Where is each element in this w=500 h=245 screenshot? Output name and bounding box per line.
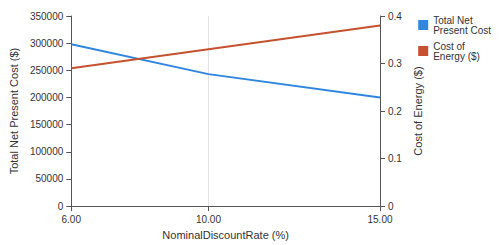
svg-text:0.3: 0.3: [388, 58, 402, 69]
svg-text:50000: 50000: [35, 173, 63, 184]
svg-text:0.1: 0.1: [388, 153, 402, 164]
svg-text:Present Cost: Present Cost: [433, 25, 491, 36]
svg-text:0: 0: [58, 201, 64, 212]
svg-text:0.4: 0.4: [388, 11, 402, 22]
svg-text:200000: 200000: [30, 92, 64, 103]
svg-text:15.00: 15.00: [367, 214, 392, 225]
svg-text:Total Net Present Cost ($): Total Net Present Cost ($): [8, 48, 20, 175]
svg-text:Energy ($): Energy ($): [433, 51, 480, 62]
svg-text:350000: 350000: [30, 11, 64, 22]
svg-text:Cost of: Cost of: [433, 40, 468, 52]
svg-text:150000: 150000: [30, 119, 64, 130]
svg-text:Total Net: Total Net: [433, 14, 476, 26]
svg-text:0.2: 0.2: [388, 106, 402, 117]
svg-text:10.00: 10.00: [196, 214, 221, 225]
svg-text:0: 0: [388, 201, 394, 212]
svg-text:Cost of Energy ($): Cost of Energy ($): [412, 66, 424, 155]
svg-text:6.00: 6.00: [62, 214, 82, 225]
svg-text:NominalDiscountRate (%): NominalDiscountRate (%): [162, 229, 289, 241]
svg-text:250000: 250000: [30, 65, 64, 76]
svg-text:100000: 100000: [30, 146, 64, 157]
svg-text:300000: 300000: [30, 38, 64, 49]
